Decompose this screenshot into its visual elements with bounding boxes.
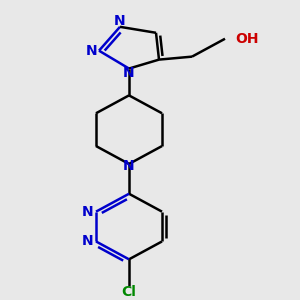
Text: N: N <box>123 66 135 80</box>
Text: N: N <box>82 234 93 248</box>
Text: Cl: Cl <box>122 284 136 298</box>
Text: N: N <box>86 44 97 58</box>
Text: N: N <box>123 159 135 173</box>
Text: OH: OH <box>236 32 259 46</box>
Text: N: N <box>114 14 126 28</box>
Text: N: N <box>82 205 93 219</box>
